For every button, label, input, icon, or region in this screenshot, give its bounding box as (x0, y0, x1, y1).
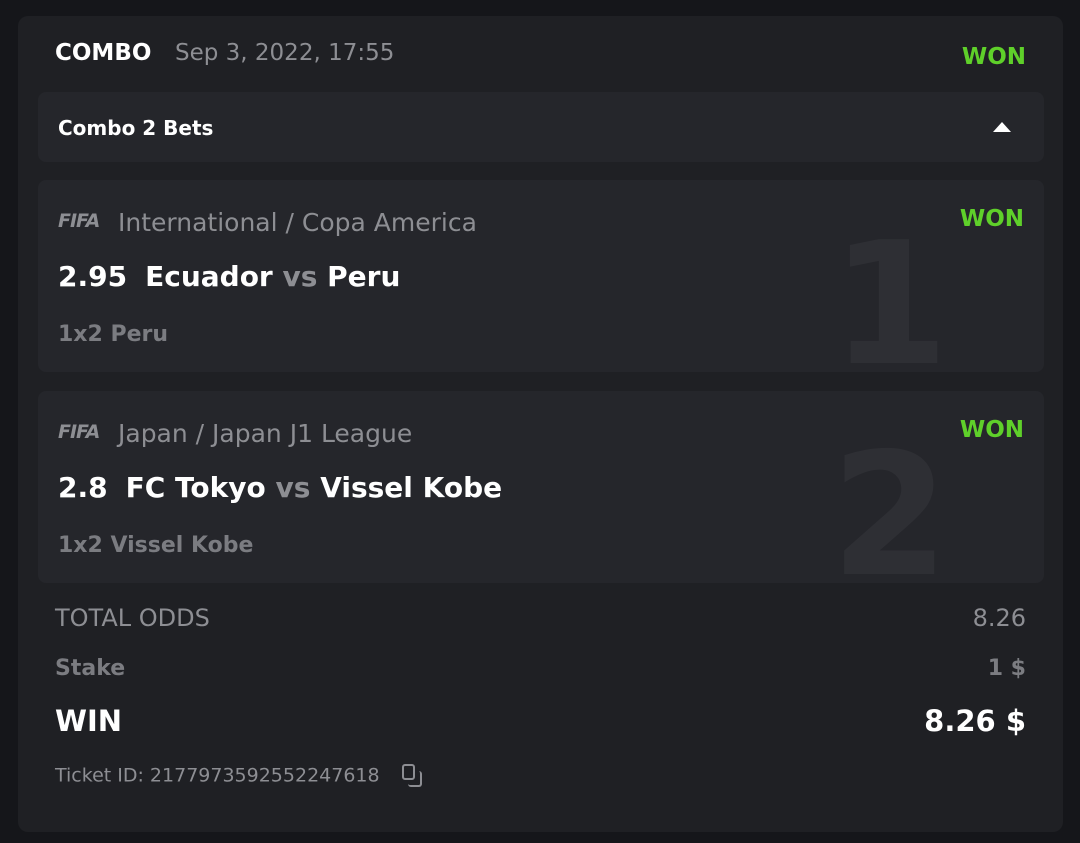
ticket-id-text: Ticket ID: 2177973592552247618 (55, 764, 380, 787)
match: 2.95 Ecuador vs Peru (58, 260, 400, 293)
total-odds-value: 8.26 (972, 604, 1026, 632)
home-team: FC Tokyo (125, 471, 266, 504)
bet-pick: 1x2 Peru (58, 322, 169, 347)
fifa-logo-icon: FIFA (58, 210, 100, 232)
bet-pick: 1x2 Vissel Kobe (58, 533, 254, 558)
home-team: Ecuador (145, 260, 273, 293)
status-badge: WON (961, 44, 1026, 70)
copy-icon[interactable] (400, 764, 424, 788)
fifa-logo-icon: FIFA (58, 421, 100, 443)
match: 2.8 FC Tokyo vs Vissel Kobe (58, 471, 502, 504)
bet-index: 1 (830, 206, 949, 372)
stake-value: 1 $ (987, 656, 1026, 681)
odds: 2.95 (58, 260, 128, 293)
bet-item: 2 FIFA Japan / Japan J1 League WON 2.8 FC… (38, 391, 1044, 583)
odds: 2.8 (58, 471, 108, 504)
ticket-id: Ticket ID: 2177973592552247618 (55, 764, 424, 788)
stake-label: Stake (55, 656, 126, 681)
away-team: Peru (327, 260, 401, 293)
league-name: International / Copa America (118, 208, 477, 237)
win-label: WIN (55, 704, 123, 738)
caret-up-icon[interactable] (993, 122, 1011, 132)
total-odds-label: TOTAL ODDS (55, 604, 210, 632)
status-badge: WON (959, 206, 1024, 232)
league-name: Japan / Japan J1 League (118, 419, 413, 448)
bet-type: COMBO (55, 40, 152, 66)
bet-item: 1 FIFA International / Copa America WON … (38, 180, 1044, 372)
vs-label: vs (275, 471, 311, 504)
ticket-header: COMBO Sep 3, 2022, 17:55 WON (55, 40, 1026, 80)
ticket-card: COMBO Sep 3, 2022, 17:55 WON Combo 2 Bet… (18, 16, 1063, 832)
away-team: Vissel Kobe (320, 471, 503, 504)
combo-title: Combo 2 Bets (58, 116, 214, 140)
vs-label: vs (282, 260, 318, 293)
bet-index: 2 (830, 417, 949, 583)
win-value: 8.26 $ (924, 704, 1026, 738)
status-badge: WON (959, 417, 1024, 443)
combo-toggle[interactable]: Combo 2 Bets (38, 92, 1044, 162)
bet-date: Sep 3, 2022, 17:55 (175, 40, 395, 66)
